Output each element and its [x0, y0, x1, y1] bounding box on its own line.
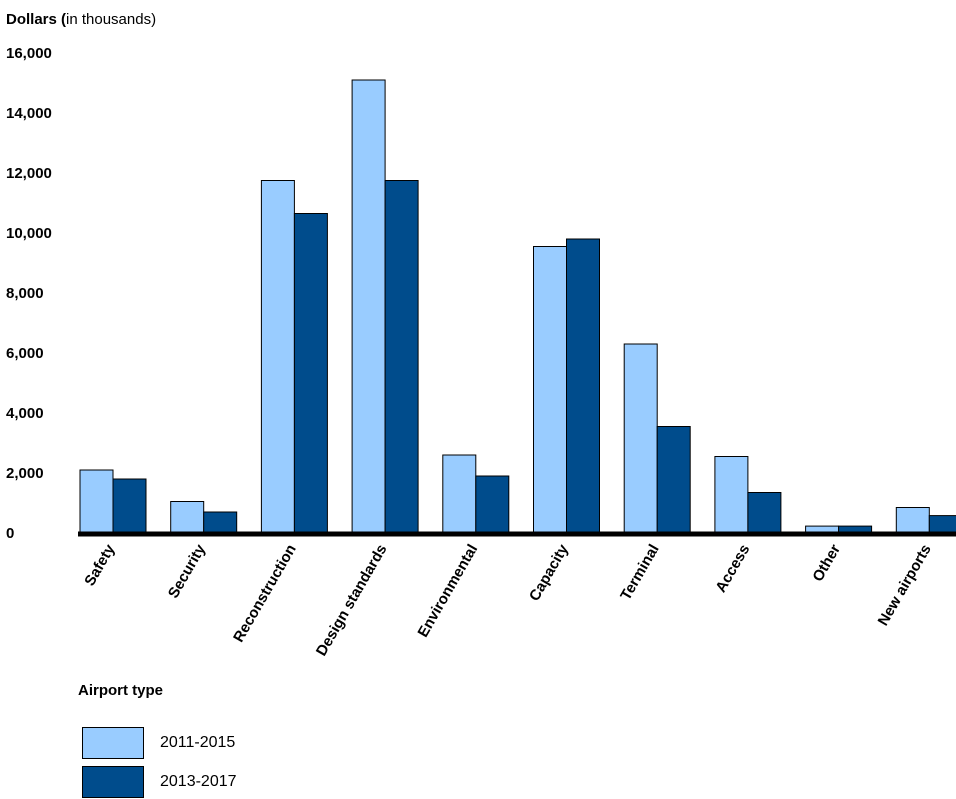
legend-label-series-1: 2011-2015	[160, 734, 236, 751]
legend-swatch-series-1	[82, 727, 144, 759]
y-tick-label: 0	[6, 525, 14, 542]
bar-access-series-2	[747, 492, 782, 534]
bar-design-standards-series-2	[384, 180, 419, 534]
y-tick-label: 16,000	[6, 45, 52, 62]
x-category-label: Environmental	[414, 542, 481, 641]
x-category-label: Other	[809, 541, 844, 584]
y-axis-label: Dollars (in thousands)	[6, 11, 156, 28]
bar-environmental-series-2	[475, 475, 510, 534]
legend-swatch-series-2	[82, 766, 144, 798]
bar-access-series-1	[714, 456, 749, 534]
x-category-label: Access	[712, 542, 753, 596]
x-category-label: Capacity	[526, 541, 572, 604]
y-tick-label: 14,000	[6, 105, 52, 122]
y-tick-label: 12,000	[6, 165, 52, 182]
bar-terminal-series-1	[623, 343, 658, 534]
y-tick-label: 2,000	[6, 465, 44, 482]
x-category-label: Design standards	[313, 542, 391, 660]
bar-design-standards-series-1	[351, 79, 386, 534]
y-axis-label-rest: in thousands)	[66, 11, 156, 28]
bar-capacity-series-2	[566, 238, 600, 534]
bar-new-airports-series-1	[895, 507, 930, 534]
y-tick-label: 10,000	[6, 225, 52, 242]
x-category-label: Security	[165, 541, 210, 601]
bar-new-airports-series-2	[928, 515, 956, 534]
y-tick-label: 6,000	[6, 345, 44, 362]
y-axis-ticks: 0 2,000 4,000 6,000 8,000 10,000 12,000 14,000 1…	[6, 45, 52, 542]
x-category-label: New airports	[875, 542, 935, 629]
bar-chart: Dollars (in thousands) 0 2,000 4,000 6,000 8…	[6, 11, 956, 659]
bar-reconstruction-series-2	[293, 213, 328, 534]
legend-label-series-2: 2013-2017	[160, 773, 237, 790]
bar-safety-series-2	[112, 478, 147, 534]
y-axis-label-bold: Dollars (	[6, 11, 66, 28]
x-category-label: Terminal	[617, 542, 662, 604]
bar-security-series-1	[170, 501, 205, 534]
bar-reconstruction-series-1	[260, 180, 295, 534]
legend-title: Airport type	[78, 682, 164, 699]
y-tick-label: 4,000	[6, 405, 44, 422]
x-category-label: Safety	[81, 541, 119, 589]
bar-environmental-series-1	[442, 454, 477, 534]
x-axis-categories: Safety Security Reconstruction Design stand…	[81, 541, 935, 659]
x-category-label: Reconstruction	[230, 542, 300, 646]
bars	[79, 79, 956, 534]
y-tick-label: 8,000	[6, 285, 44, 302]
bar-terminal-series-2	[656, 426, 691, 534]
bar-capacity-series-1	[533, 246, 567, 534]
bar-security-series-2	[203, 511, 238, 534]
bar-safety-series-1	[79, 469, 114, 534]
